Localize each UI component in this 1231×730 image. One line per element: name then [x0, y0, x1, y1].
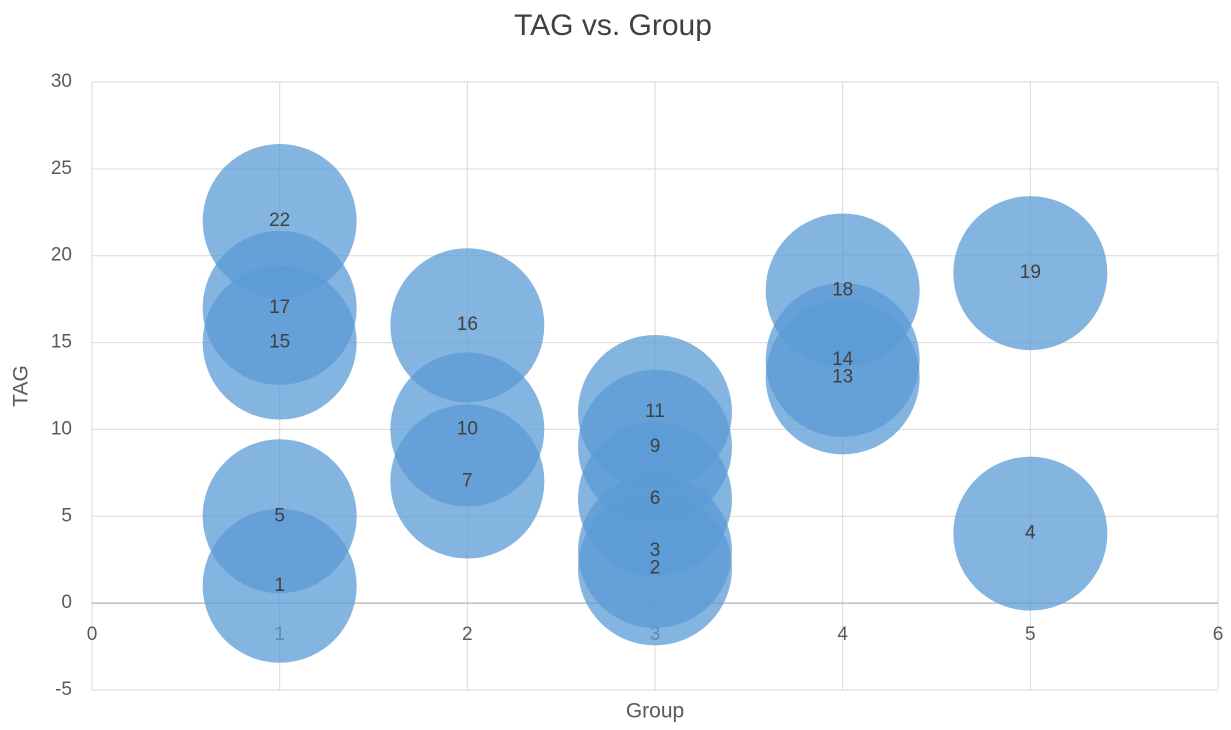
data-label: 6 — [650, 488, 661, 509]
x-axis-label: Group — [626, 700, 684, 723]
bubble — [765, 300, 920, 455]
bubble — [202, 508, 357, 663]
data-label: 9 — [650, 436, 661, 457]
data-label: 17 — [269, 297, 290, 318]
data-label: 1 — [274, 575, 285, 596]
data-label: 16 — [457, 314, 478, 335]
data-label: 19 — [1020, 262, 1041, 283]
bubble — [578, 491, 732, 646]
x-tick-label: 0 — [87, 624, 98, 645]
y-tick-label: 5 — [61, 505, 72, 526]
y-tick-label: 0 — [61, 592, 72, 613]
bubble — [953, 456, 1108, 611]
data-label: 2 — [650, 557, 661, 578]
y-axis-label: TAG — [10, 365, 33, 407]
data-label: 3 — [650, 540, 661, 561]
data-label: 18 — [832, 279, 853, 300]
y-tick-label: -5 — [55, 679, 72, 700]
x-tick-label: 5 — [1025, 624, 1036, 645]
data-label: 22 — [269, 210, 290, 231]
bubble — [202, 265, 357, 420]
y-tick-label: 15 — [51, 332, 72, 353]
y-tick-label: 10 — [51, 418, 72, 439]
bubble — [953, 196, 1108, 351]
x-tick-label: 2 — [462, 624, 473, 645]
data-label: 4 — [1025, 523, 1036, 544]
data-label: 14 — [832, 349, 854, 370]
data-label: 11 — [645, 401, 665, 422]
x-tick-label: 6 — [1213, 624, 1224, 645]
y-tick-label: 20 — [51, 245, 72, 266]
data-label: 15 — [269, 332, 290, 353]
y-tick-label: 30 — [51, 71, 72, 92]
bubble — [390, 404, 545, 559]
chart-title: TAG vs. Group — [514, 9, 712, 42]
data-label: 5 — [274, 505, 285, 526]
data-label: 7 — [462, 471, 473, 492]
y-tick-label: 25 — [51, 158, 72, 179]
data-label: 13 — [832, 366, 853, 387]
data-label: 10 — [457, 418, 478, 439]
x-tick-label: 4 — [837, 624, 848, 645]
